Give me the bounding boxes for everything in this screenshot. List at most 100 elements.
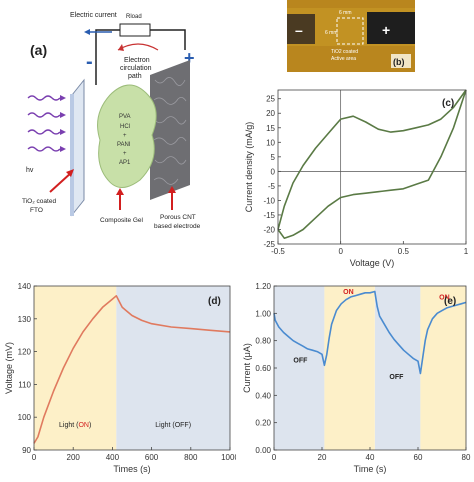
x-tick-label: 1000 <box>221 453 236 462</box>
y-tick-label: 0.60 <box>255 364 271 373</box>
voltage-series-line <box>33 294 231 444</box>
x-tick-label: 1 <box>464 247 469 256</box>
x-tick-label: 400 <box>106 453 120 462</box>
x-tick-label: 600 <box>145 453 159 462</box>
b-caption-1: TiO2 coated <box>331 49 358 55</box>
y-tick-label: 1.00 <box>255 309 271 318</box>
cv-lower-branch <box>277 89 467 239</box>
y-tick-label: 120 <box>18 348 32 357</box>
y-tick-label: 110 <box>18 380 31 389</box>
panel-b-label: (b) <box>393 57 405 67</box>
light-off-region <box>116 286 230 450</box>
y-tick-label: -25 <box>263 240 275 249</box>
gel-text-3: + <box>123 133 127 139</box>
light-on-region <box>324 286 375 450</box>
panel-b-photo: – + 6 mm 6 mm TiO2 coated Active area (b… <box>287 0 415 72</box>
y-tick-label: 130 <box>18 315 32 324</box>
y-tick-label: 5 <box>271 153 276 162</box>
current-series-line <box>273 290 467 375</box>
hv-label: hv <box>26 167 34 174</box>
light-off-region <box>274 286 325 450</box>
panel-c-label: (c) <box>442 98 454 109</box>
b-dim-top: 6 mm <box>339 10 352 16</box>
minus-sign: - <box>86 51 93 73</box>
x-tick-label: 0.5 <box>398 247 410 256</box>
y-tick-label: 25 <box>266 95 275 104</box>
off-annotation: OFF <box>293 358 308 365</box>
gel-label: Composite Gel <box>100 217 144 224</box>
current-arrow-head <box>84 29 90 35</box>
circulation-line-1: Electron <box>124 57 150 64</box>
x-axis-label: Voltage (V) <box>350 258 395 268</box>
y-tick-label: 0.20 <box>255 419 271 428</box>
x-tick-label: -0.5 <box>271 247 285 256</box>
y-tick-label: -15 <box>263 211 275 220</box>
light-off-annotation: Light (OFF) <box>155 422 191 429</box>
y-tick-label: -10 <box>263 196 275 205</box>
right-contact <box>367 12 415 44</box>
y-axis-label: Current (μA) <box>242 343 252 393</box>
b-dim-side: 6 mm <box>325 30 338 36</box>
y-tick-label: 0 <box>271 167 276 176</box>
b-plus: + <box>382 22 390 38</box>
gel-text-6: AP1 <box>119 160 131 166</box>
y-axis-label: Current density (mA/g) <box>244 122 254 213</box>
panel-c-cv-chart: -0.5 0 0.5 1 -25 -20 -15 -10 -5 0 5 10 15 20 25 Voltage… <box>244 89 469 268</box>
panel-d-label: (d) <box>208 296 221 307</box>
plot-frame <box>33 285 231 451</box>
plus-sign: + <box>184 48 195 68</box>
on-annotation: ON <box>439 295 450 302</box>
y-tick-label: 20 <box>266 109 275 118</box>
gel-text-2: HCl <box>120 124 130 130</box>
off-annotation: OFF <box>389 374 404 381</box>
light-on-region <box>34 286 117 450</box>
x-tick-label: 0 <box>32 453 37 462</box>
y-tick-label: 0.40 <box>255 391 271 400</box>
x-tick-label: 80 <box>462 453 471 462</box>
circulation-line-3: path <box>128 73 142 80</box>
x-tick-label: 60 <box>414 453 423 462</box>
composite-gel <box>97 84 157 188</box>
gel-text-4: PANI <box>117 142 131 148</box>
b-caption-2: Active area <box>331 56 356 62</box>
y-tick-label: -20 <box>263 225 275 234</box>
gel-text-1: PVA <box>119 114 131 120</box>
tio2-pointer <box>49 171 73 193</box>
gel-text-5: + <box>123 151 127 157</box>
cv-upper-branch <box>277 89 467 230</box>
y-tick-label: 90 <box>22 446 31 455</box>
panel-e-current-chart: 0 20 40 60 80 0.00 0.20 0.40 0.60 0.80 1.00 1.20 Tim… <box>242 282 471 474</box>
y-tick-label: 100 <box>18 413 32 422</box>
on-annotation: ON <box>343 289 354 296</box>
light-arrows <box>27 95 61 152</box>
y-tick-label: 1.20 <box>255 282 271 291</box>
cnt-texture <box>153 77 187 185</box>
x-tick-label: 20 <box>318 453 327 462</box>
light-off-region <box>374 286 421 450</box>
tio2-label-1: TiO₂ coated <box>22 198 56 205</box>
x-tick-label: 200 <box>67 453 81 462</box>
y-tick-label: -5 <box>268 182 276 191</box>
load-resistor <box>119 23 151 37</box>
panel-e-label: (e) <box>444 296 456 307</box>
x-axis-label: Time (s) <box>354 464 387 474</box>
cnt-label-1: Porous CNT <box>160 214 196 221</box>
circuit-wire <box>95 29 186 85</box>
panel-a-schematic: Rload Electric current Electron circulat… <box>0 0 232 248</box>
light-on-annotation: Light (ON) <box>59 422 91 429</box>
electric-current-label: Electric current <box>70 12 117 19</box>
x-tick-label: 0 <box>272 453 277 462</box>
y-tick-label: 0.00 <box>255 446 271 455</box>
x-tick-label: 40 <box>366 453 375 462</box>
left-contact <box>287 14 315 44</box>
tio2-label-2: FTO <box>30 207 43 214</box>
panel-a-label: (a) <box>30 42 47 58</box>
circulation-line-2: circulation <box>120 65 152 72</box>
y-tick-label: 15 <box>266 124 275 133</box>
y-tick-label: 0.80 <box>255 337 271 346</box>
cnt-label-2: based electrode <box>154 223 201 230</box>
x-tick-label: 800 <box>184 453 198 462</box>
cnt-electrode <box>150 60 190 200</box>
plot-frame <box>277 89 467 245</box>
active-area-box <box>336 17 364 45</box>
